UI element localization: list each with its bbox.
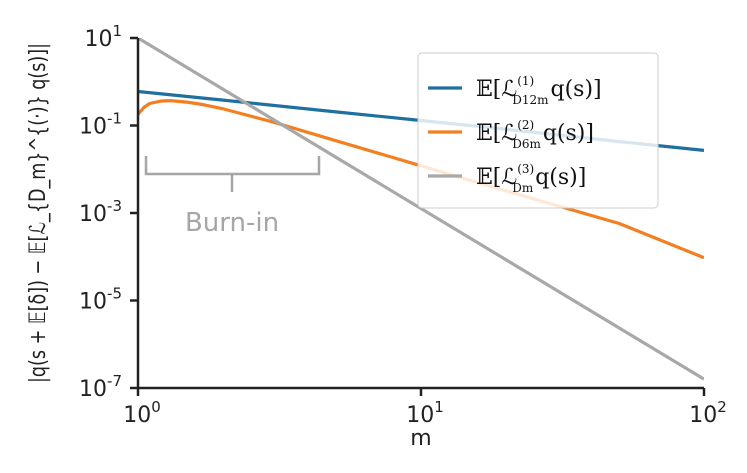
x-axis-label: m [410,426,431,451]
x-tick-label: 102 [689,398,727,428]
y-tick-label: 10-5 [79,285,122,315]
tick-layer: 100 101 102 101 10-1 10-3 10-5 10-7 [79,22,727,428]
legend-entry-3: 𝔼[ℒ(3) Dmq(s)] [428,162,586,195]
legend-label: 𝔼[ℒ(3) Dmq(s)] [476,162,586,195]
legend-entry-1: 𝔼[ℒ(1) D12mq(s)] [428,74,602,107]
legend-box [417,52,659,209]
y-tick-label: 101 [84,22,122,52]
x-tick-label: 100 [123,398,161,428]
legend-entry-2: 𝔼[ℒ(2) D6mq(s)] [428,118,594,151]
x-tick-label: 101 [406,398,444,428]
burn-in-label: Burn-in [185,208,279,238]
y-tick-label: 10-1 [79,110,122,140]
burn-in-bracket [144,156,321,192]
legend-label: 𝔼[ℒ(2) D6mq(s)] [476,118,594,151]
legend-label: 𝔼[ℒ(1) D12mq(s)] [476,74,602,107]
legend-entries: 𝔼[ℒ(1) D12mq(s)] 𝔼[ℒ(2) D6mq(s)] 𝔼[ℒ(3) Dmq(s… [428,74,602,195]
plot-area: 100 101 102 101 10-1 10-3 10-5 10-7 Burn-in 𝔼[ℒ… [26,22,727,451]
series-3-line [138,38,704,381]
y-axis-label: |q(s + 𝔼[δ]) − 𝔼[ℒ_{D_m}^{(·)} q(s)]| [26,43,51,383]
burn-in-annotation: Burn-in [144,156,321,238]
y-tick-label: 10-3 [79,197,122,227]
y-tick-label: 10-7 [79,372,122,402]
legend: 𝔼[ℒ(1) D12mq(s)] 𝔼[ℒ(2) D6mq(s)] 𝔼[ℒ(3) Dmq(s… [417,52,659,209]
